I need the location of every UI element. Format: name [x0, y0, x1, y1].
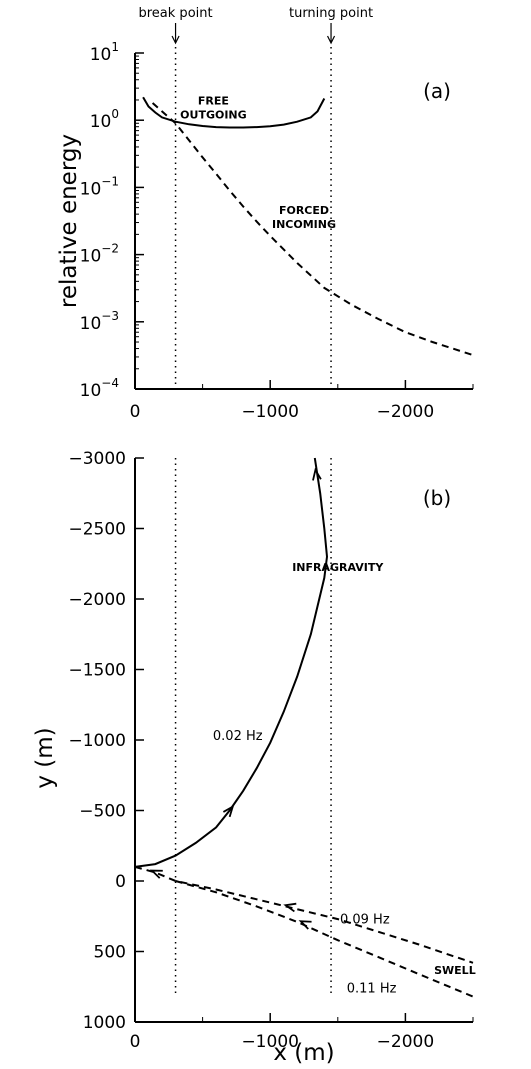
panel-b-y-tick-label: 0 — [115, 872, 126, 892]
panel-b-x-tick-label: 0 — [130, 1032, 141, 1052]
panel-b-y-axis-title: y (m) — [32, 727, 58, 788]
panel-b-y-tick-label: −500 — [79, 802, 126, 822]
panel-b-y-tick-label: 1000 — [83, 1013, 126, 1033]
panel-a-series-label: FREE — [198, 95, 229, 108]
ray-0.09hz-line — [134, 865, 474, 964]
ray-0.02hz-line — [134, 457, 329, 868]
reference-arrow-head — [171, 35, 180, 45]
ray-0.11hz-line — [175, 880, 474, 998]
ray-direction-arrow — [283, 902, 297, 913]
panel-a-y-tick-label: 10−3 — [80, 309, 119, 334]
panel-a-label: (a) — [423, 79, 451, 103]
panel-a-x-tick-label: −2000 — [377, 402, 435, 422]
panel-b-x-tick-label: −2000 — [377, 1032, 435, 1052]
panel-a-series-label: FORCED — [279, 204, 329, 217]
panel-b-annotation: INFRAGRAVITY — [292, 561, 384, 574]
panel-a-x-tick-label: −1000 — [241, 402, 299, 422]
panel-b-y-tick-label: −3000 — [68, 449, 126, 469]
panel-a-y-tick-label: 10−1 — [80, 174, 119, 199]
break-point-label: break point — [139, 6, 213, 21]
panel-a-y-axis-title: relative energy — [56, 134, 82, 308]
ray-direction-arrow — [222, 804, 235, 818]
panel-a-x-tick-label: 0 — [130, 402, 141, 422]
panel-a-y-tick-label: 10−4 — [80, 376, 119, 401]
panel-a-y-tick-label: 10−2 — [80, 242, 119, 267]
turning-point-label: turning point — [289, 6, 373, 21]
panel-b-x-axis-title: x (m) — [273, 1040, 334, 1066]
panel-b-y-tick-label: −2000 — [68, 590, 126, 610]
panel-a-series-label: OUTGOING — [180, 109, 247, 122]
panel-b-y-tick-label: 500 — [94, 943, 126, 963]
panel-b-x-tick-label: −1000 — [241, 1032, 299, 1052]
panel-a-series-label: INCOMING — [272, 218, 336, 231]
panel-a-y-tick-label: 100 — [90, 107, 119, 132]
ray-direction-arrow — [149, 869, 163, 879]
ray-direction-arrow — [312, 467, 322, 481]
panel-b-annotation: 0.11 Hz — [347, 981, 397, 996]
ray-direction-arrow — [298, 920, 312, 930]
forced-incoming-line — [151, 102, 474, 357]
reference-arrow-head — [327, 35, 336, 45]
panel-a-y-tick-label: 101 — [90, 40, 119, 65]
panel-b-label: (b) — [423, 486, 451, 510]
panel-b-annotation: 0.09 Hz — [340, 912, 390, 927]
panel-b-y-tick-label: −1500 — [68, 661, 126, 681]
panel-b-y-tick-label: −2500 — [68, 520, 126, 540]
panel-b-y-tick-label: −1000 — [68, 731, 126, 751]
panel-b-annotation: 0.02 Hz — [213, 729, 263, 744]
panel-b-annotation: SWELL — [434, 964, 476, 977]
free-outgoing-line — [142, 96, 326, 129]
